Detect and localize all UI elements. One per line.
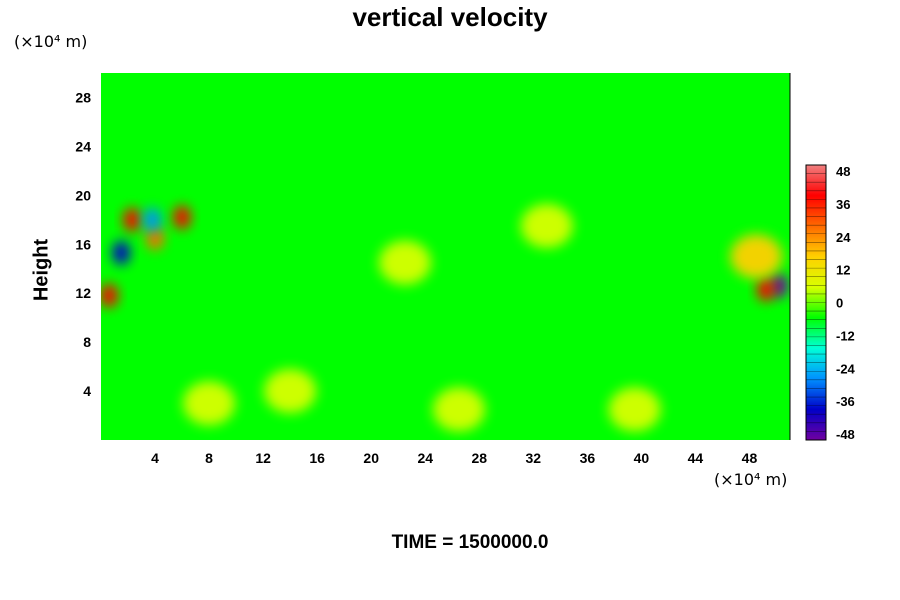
colorbar-tick-label: -24 — [836, 361, 856, 376]
heatmap-cell-17 — [264, 203, 317, 248]
heatmap-cell-4 — [143, 207, 162, 232]
heatmap-cell-13 — [358, 387, 411, 432]
heatmap-cell-14 — [534, 381, 587, 426]
heatmap-cell-11 — [183, 381, 236, 426]
heatmap-cell-9 — [433, 387, 486, 432]
colorbar-tick-label: 48 — [836, 164, 850, 179]
x-tick-label: 28 — [471, 450, 487, 466]
heatmap-cell-6 — [770, 273, 789, 298]
plot-area — [101, 73, 791, 440]
colorbar-tick-label: -12 — [836, 328, 855, 343]
x-tick-label: 20 — [363, 450, 379, 466]
x-tick-label: 24 — [417, 450, 433, 466]
heatmap-cell-12 — [264, 369, 317, 414]
y-tick-label: 4 — [83, 383, 91, 399]
x-tick-label: 8 — [205, 450, 213, 466]
heatmap-cell-19 — [520, 203, 573, 248]
y-tick-label: 20 — [75, 187, 91, 203]
time-label: TIME = 1500000.0 — [391, 532, 549, 553]
y-tick-label: 8 — [83, 334, 91, 350]
heatmap-background — [101, 73, 790, 440]
x-tick-label: 48 — [742, 450, 758, 466]
y-tick-label: 28 — [75, 89, 91, 105]
x-tick-label: 36 — [580, 450, 596, 466]
colorbar-tick-label: 36 — [836, 197, 850, 212]
x-tick-label: 12 — [255, 450, 271, 466]
heatmap-cell-1 — [173, 205, 192, 230]
y-axis-ticks: 4 8 12 16 20 24 28 — [75, 89, 91, 399]
colorbar-tick-label: -36 — [836, 394, 855, 409]
y-axis-unit: (×10⁴ m) — [14, 32, 88, 51]
x-axis-unit: (×10⁴ m) — [714, 470, 788, 489]
x-tick-label: 40 — [634, 450, 650, 466]
colorbar-tick-label: 0 — [836, 296, 843, 311]
heatmap-cell-2 — [146, 226, 165, 251]
colorbar: 48 36 24 12 0 -12 -24 -36 -48 — [805, 164, 856, 442]
heatmap-cell-5 — [101, 283, 119, 308]
x-tick-label: 16 — [309, 450, 325, 466]
x-tick-label: 32 — [526, 450, 542, 466]
heatmap-cell-3 — [112, 240, 131, 265]
y-tick-label: 16 — [75, 236, 91, 252]
heatmap-cell-16 — [378, 240, 431, 285]
heatmap-cell-7 — [756, 277, 775, 302]
colorbar-tick-label: 12 — [836, 263, 850, 278]
y-tick-label: 24 — [75, 138, 91, 154]
heatmap-cell-8 — [730, 234, 783, 279]
heatmap-cell-0 — [123, 207, 142, 232]
x-tick-label: 44 — [688, 450, 704, 466]
colorbar-tick-label: 24 — [836, 230, 851, 245]
heatmap-cell-15 — [709, 387, 762, 432]
chart-title: vertical velocity — [352, 2, 548, 32]
colorbar-tick-label: -48 — [836, 427, 855, 442]
x-tick-label: 4 — [151, 450, 159, 466]
x-axis-ticks: 4 8 12 16 20 24 28 32 36 40 44 48 — [151, 450, 757, 466]
heatmap-cell-10 — [608, 387, 661, 432]
y-tick-label: 12 — [75, 285, 91, 301]
